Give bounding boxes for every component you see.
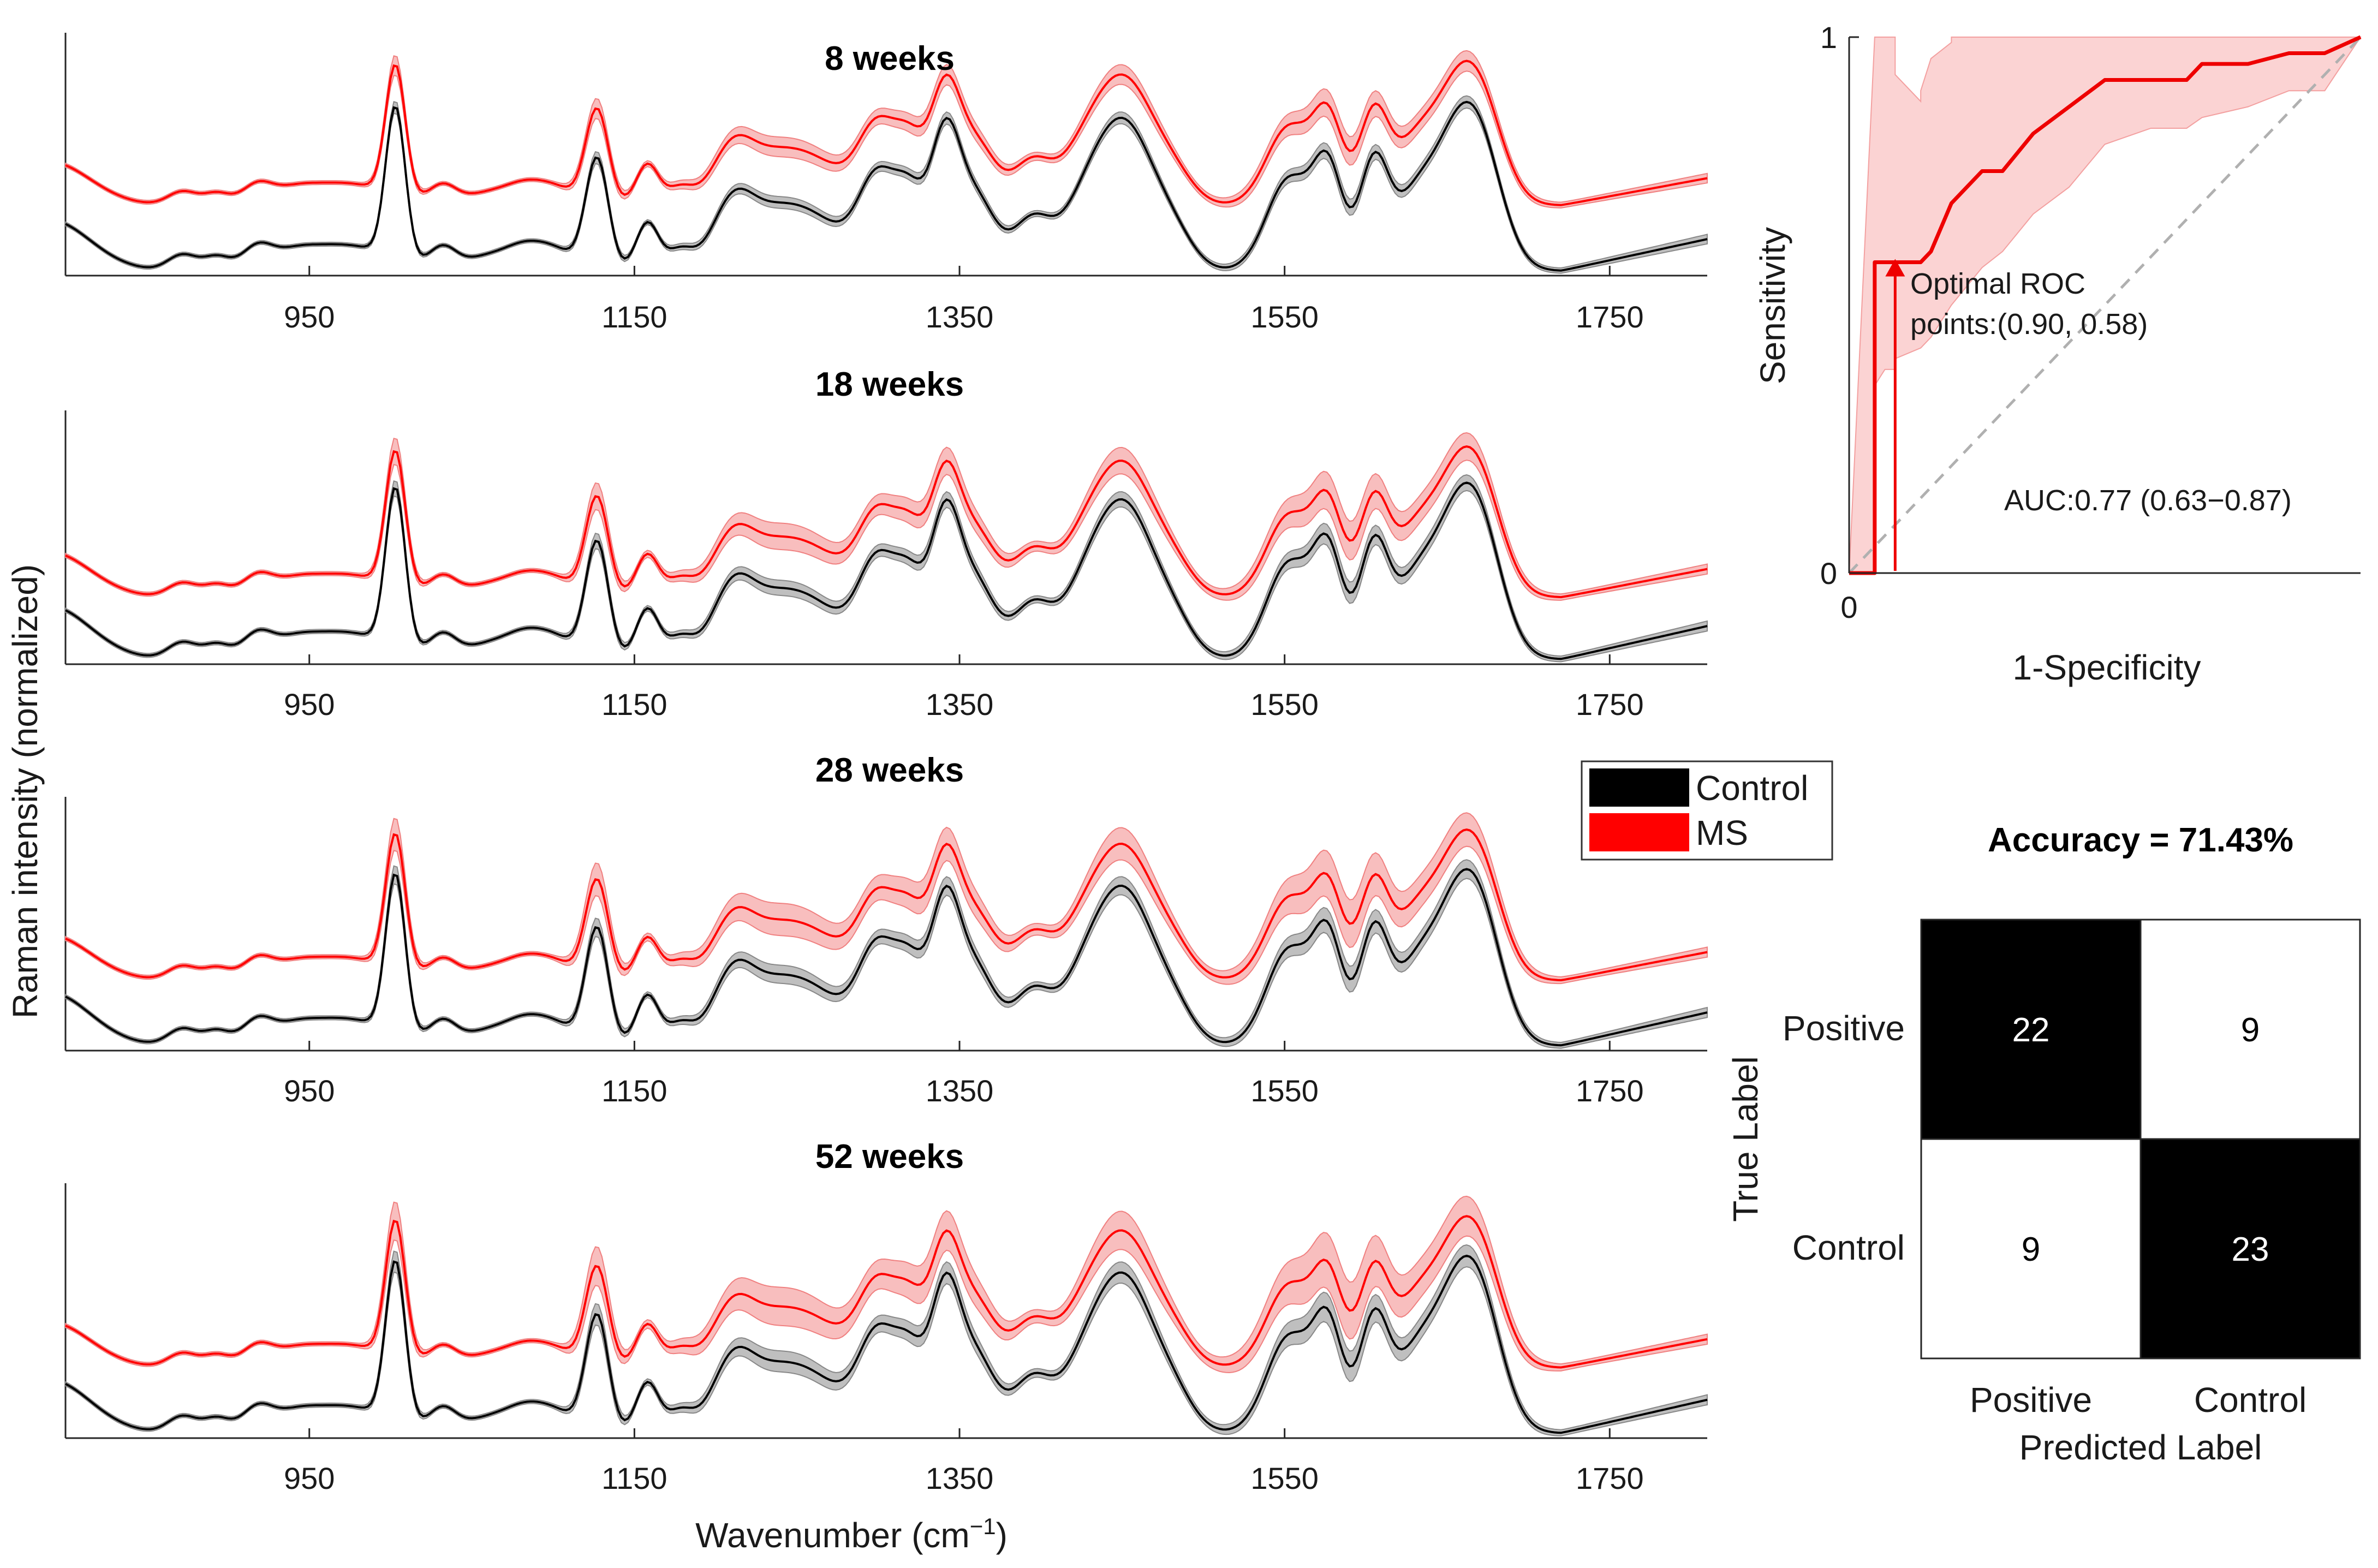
control-band [65, 1244, 1708, 1436]
roc-x-axis-label: 1-Specificity [2013, 648, 2201, 687]
matrix-cell [1920, 1138, 2142, 1360]
legend-swatch-control [1589, 768, 1689, 807]
roc-y-axis-label: Sensitivity [1753, 227, 1792, 384]
ms-line [65, 59, 1708, 206]
x-tick-label: 1550 [1250, 687, 1319, 722]
panel-title: 52 weeks [815, 1138, 964, 1176]
ms-band [65, 1195, 1708, 1374]
ms-line [65, 1215, 1708, 1369]
ms-line [65, 828, 1708, 982]
ms-band [65, 432, 1708, 601]
matrix-x-axis-label: Predicted Label [2019, 1428, 2262, 1467]
roc-chart: 0 1 0 Optimal ROC points:(0.90, 0.58) AUC:0.7… [1753, 20, 2362, 687]
roc-y-tick-label: 1 [1820, 20, 1837, 55]
roc-y-tick-label: 0 [1820, 556, 1837, 591]
matrix-cell [2139, 919, 2361, 1140]
legend: Control MS [1581, 760, 1833, 861]
matrix-cell [2139, 1138, 2361, 1360]
x-tick-label: 1750 [1576, 687, 1644, 722]
matrix-y-axis-label: True Label [1726, 1056, 1765, 1222]
spectrum-panel-2: 950 1150 1350 1550 1750 18 weeks [64, 366, 1708, 722]
matrix-title: Accuracy = 71.43% [1988, 821, 2293, 859]
control-line [65, 481, 1708, 660]
x-tick-label: 1150 [601, 300, 667, 334]
optimal-point-annotation: Optimal ROC [1910, 267, 2085, 300]
x-tick-label: 1550 [1250, 300, 1319, 334]
matrix-cell-value: 9 [2241, 1011, 2260, 1049]
ms-band [65, 812, 1708, 985]
matrix-cell-value: 22 [2012, 1011, 2050, 1049]
control-line [65, 100, 1708, 272]
optimal-point-annotation: points:(0.90, 0.58) [1910, 308, 2148, 341]
matrix-cell [1920, 919, 2142, 1140]
matrix-column-label: Positive [1970, 1380, 2092, 1420]
confusion-matrix: 22 9 9 23 Accuracy = 71.43% Positive Control Po… [1726, 821, 2361, 1467]
x-tick-label: 1550 [1250, 1461, 1319, 1495]
ms-band [65, 50, 1708, 209]
matrix-row-label: Positive [1783, 1009, 1905, 1048]
legend-label-control: Control [1696, 768, 1808, 808]
matrix-row-label: Control [1792, 1228, 1905, 1267]
auc-label: AUC:0.77 (0.63−0.87) [2004, 484, 2292, 517]
x-axis-unit-superscript: −1 [970, 1513, 996, 1539]
matrix-column-label: Control [2194, 1380, 2307, 1420]
panel-title: 28 weeks [815, 752, 964, 789]
x-tick-label: 1750 [1576, 300, 1644, 334]
spectra-y-axis-label: Raman intensity (normalized) [5, 564, 45, 1018]
legend-swatch-ms [1589, 813, 1689, 851]
control-line [65, 868, 1708, 1047]
x-tick-label: 1350 [926, 300, 994, 334]
x-tick-label: 1750 [1576, 1461, 1644, 1495]
x-tick-label: 950 [284, 300, 335, 334]
panel-title: 18 weeks [815, 366, 964, 403]
x-tick-label: 1750 [1576, 1074, 1644, 1108]
matrix-cell-value: 9 [2022, 1231, 2040, 1268]
x-tick-label: 1150 [601, 1074, 667, 1108]
optimal-point-arrow-head [1885, 259, 1905, 277]
x-tick-label: 1350 [926, 1461, 994, 1495]
x-tick-label: 950 [284, 1461, 335, 1495]
x-tick-label: 1150 [601, 687, 667, 722]
panel-title: 8 weeks [825, 40, 955, 77]
control-band [65, 859, 1708, 1049]
control-line [65, 1254, 1708, 1434]
legend-label-ms: MS [1696, 813, 1748, 852]
x-tick-label: 1150 [601, 1461, 667, 1495]
roc-x-tick-label: 0 [1840, 590, 1857, 624]
spectrum-panel-3: 950 1150 1350 1550 1750 28 weeks [64, 752, 1708, 1108]
roc-confidence-band [1848, 37, 2362, 574]
matrix-cell-value: 23 [2232, 1231, 2269, 1268]
spectrum-panel-1: 950 1150 1350 1550 1750 8 weeks [64, 33, 1708, 334]
x-tick-label: 1350 [926, 1074, 994, 1108]
spectrum-panel-4: 950 1150 1350 1550 1750 52 weeks [64, 1138, 1708, 1495]
x-tick-label: 1550 [1250, 1074, 1319, 1108]
x-tick-label: 950 [284, 687, 335, 722]
x-tick-label: 950 [284, 1074, 335, 1108]
ms-line [65, 445, 1708, 599]
spectra-x-axis-label: Wavenumber (cm−1) [695, 1513, 1008, 1555]
x-tick-label: 1350 [926, 687, 994, 722]
roc-curve [1849, 35, 2362, 575]
spectra-layer: 950 1150 1350 1550 1750 8 weeks 950 1150 1350 155… [64, 33, 1708, 1495]
